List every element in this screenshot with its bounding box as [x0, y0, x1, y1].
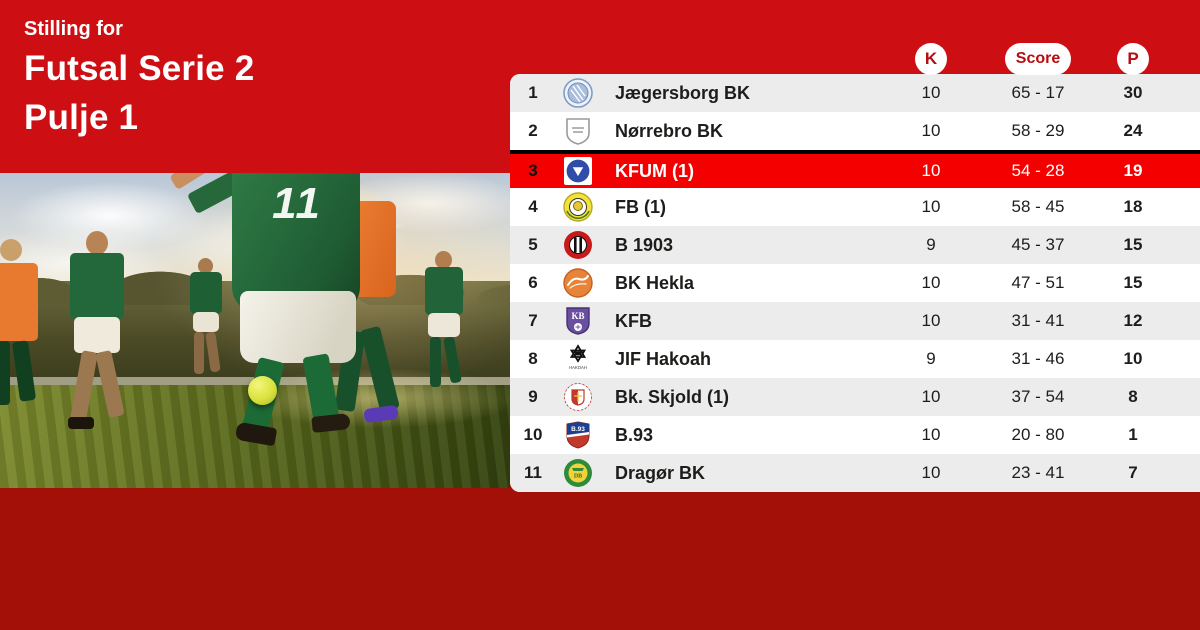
- team-logo-dragoer-bk: DB: [556, 458, 600, 488]
- team-logo-bk-hekla: [556, 268, 600, 298]
- goal-score: 31 - 41: [1011, 311, 1065, 330]
- title-eyebrow: Stilling for: [24, 18, 123, 40]
- player-right-green: [415, 251, 475, 401]
- player-left-green: [58, 231, 138, 441]
- rank: 9: [528, 387, 538, 406]
- team-name: Bk. Skjold (1): [615, 386, 730, 407]
- team-name: Nørrebro BK: [615, 120, 724, 141]
- matches-played: 10: [921, 311, 941, 330]
- standings-table: 1 Jægersborg BK 10 65 - 17 30 2 Nørrebro…: [510, 74, 1200, 492]
- team-logo-kfum: [556, 156, 600, 186]
- player-central: 11: [169, 173, 430, 463]
- match-photo: 11: [0, 173, 510, 488]
- goal-score: 37 - 54: [1011, 387, 1065, 406]
- points: 19: [1123, 161, 1143, 180]
- matches-played: 10: [921, 161, 941, 180]
- rank: 8: [528, 349, 538, 368]
- team-name: Jægersborg BK: [615, 82, 751, 103]
- rank: 2: [528, 121, 538, 140]
- player-midfield: [182, 258, 232, 388]
- table-row: 10 B.93 B.93 10 20 - 80 1: [510, 416, 1200, 454]
- table-row: 2 Nørrebro BK 10 58 - 29 24: [510, 112, 1200, 150]
- title-competition: Futsal Serie 2: [24, 49, 255, 88]
- table-row: 11 DB Dragør BK 10 23 - 41 7: [510, 454, 1200, 492]
- table-row: 7 KB KFB 10 31 - 41 12: [510, 302, 1200, 340]
- points: 18: [1123, 197, 1143, 216]
- points: 8: [1128, 387, 1138, 406]
- table-row: 5 B 1903 9 45 - 37 15: [510, 226, 1200, 264]
- rank: 10: [523, 425, 543, 444]
- svg-text:KB: KB: [571, 311, 584, 321]
- svg-text:DB: DB: [574, 474, 582, 480]
- team-logo-b1903: [556, 230, 600, 260]
- footer: DANSK · BOLDSPIL · UNION 1889 DBU DBU KØ…: [0, 488, 1200, 630]
- table-row: 1 Jægersborg BK 10 65 - 17 30: [510, 74, 1200, 112]
- points: 15: [1123, 235, 1143, 254]
- team-logo-kfb: KB: [556, 306, 600, 336]
- page-title: Stilling for Futsal Serie 2 Pulje 1: [24, 14, 254, 142]
- goal-score: 65 - 17: [1011, 83, 1065, 102]
- rank: 11: [524, 463, 542, 482]
- points: 12: [1123, 311, 1143, 330]
- matches-played: 10: [921, 387, 941, 406]
- matches-played: 10: [921, 273, 941, 292]
- player-left-bib: [0, 233, 46, 413]
- matches-played: 9: [926, 349, 936, 368]
- goal-score: 31 - 46: [1011, 349, 1065, 368]
- team-name: KFB: [615, 310, 652, 331]
- points: 15: [1123, 273, 1143, 292]
- table-row-highlighted: 3 KFUM (1) 10 54 - 28 19: [510, 150, 1200, 188]
- team-logo-b93: B.93: [556, 420, 600, 450]
- column-header-p: P: [1117, 43, 1149, 75]
- points: 24: [1123, 121, 1143, 140]
- goal-score: 47 - 51: [1011, 273, 1065, 292]
- table-row: 9 Bk. Skjold (1) 10 37 - 54 8: [510, 378, 1200, 416]
- points: 1: [1128, 425, 1138, 444]
- football: [248, 376, 277, 405]
- team-logo-noerrebro-bk: [556, 116, 600, 146]
- rank: 3: [528, 161, 538, 180]
- goal-score: 45 - 37: [1011, 235, 1065, 254]
- table-row: 8 HAKOAH JIF Hakoah 9 31 - 46 10: [510, 340, 1200, 378]
- team-logo-jif-hakoah: HAKOAH: [556, 344, 600, 374]
- points: 7: [1128, 463, 1138, 482]
- table-row: 4 FB (1) 10 58 - 45 18: [510, 188, 1200, 226]
- matches-played: 9: [926, 235, 936, 254]
- rank: 7: [528, 311, 538, 330]
- team-name: B.93: [615, 424, 654, 445]
- matches-played: 10: [921, 197, 941, 216]
- jersey-number: 11: [272, 179, 322, 228]
- team-name: JIF Hakoah: [615, 348, 712, 369]
- column-header-k: K: [915, 43, 947, 75]
- rank: 4: [528, 197, 538, 216]
- team-logo-jaegersborg-bk: [556, 78, 600, 108]
- rank: 5: [528, 235, 538, 254]
- matches-played: 10: [921, 121, 941, 140]
- svg-text:B.93: B.93: [571, 426, 585, 433]
- goal-score: 58 - 29: [1011, 121, 1065, 140]
- column-header-score: Score: [1005, 43, 1071, 75]
- goal-score: 20 - 80: [1011, 425, 1065, 444]
- team-name: FB (1): [615, 196, 666, 217]
- table-row: 6 BK Hekla 10 47 - 51 15: [510, 264, 1200, 302]
- goal-score: 23 - 41: [1011, 463, 1065, 482]
- matches-played: 10: [921, 83, 941, 102]
- points: 30: [1123, 83, 1143, 102]
- points: 10: [1123, 349, 1143, 368]
- team-name: B 1903: [615, 234, 674, 255]
- goal-score: 58 - 45: [1011, 197, 1065, 216]
- team-name: KFUM (1): [615, 160, 694, 181]
- title-pool: Pulje 1: [24, 98, 139, 137]
- svg-text:HAKOAH: HAKOAH: [569, 365, 587, 370]
- matches-played: 10: [921, 463, 941, 482]
- goal-score: 54 - 28: [1011, 161, 1065, 180]
- matches-played: 10: [921, 425, 941, 444]
- team-name: BK Hekla: [615, 272, 695, 293]
- team-logo-bk-skjold: [556, 382, 600, 412]
- rank: 6: [528, 273, 538, 292]
- team-logo-fb: [556, 192, 600, 222]
- rank: 1: [528, 83, 538, 102]
- team-name: Dragør BK: [615, 462, 706, 483]
